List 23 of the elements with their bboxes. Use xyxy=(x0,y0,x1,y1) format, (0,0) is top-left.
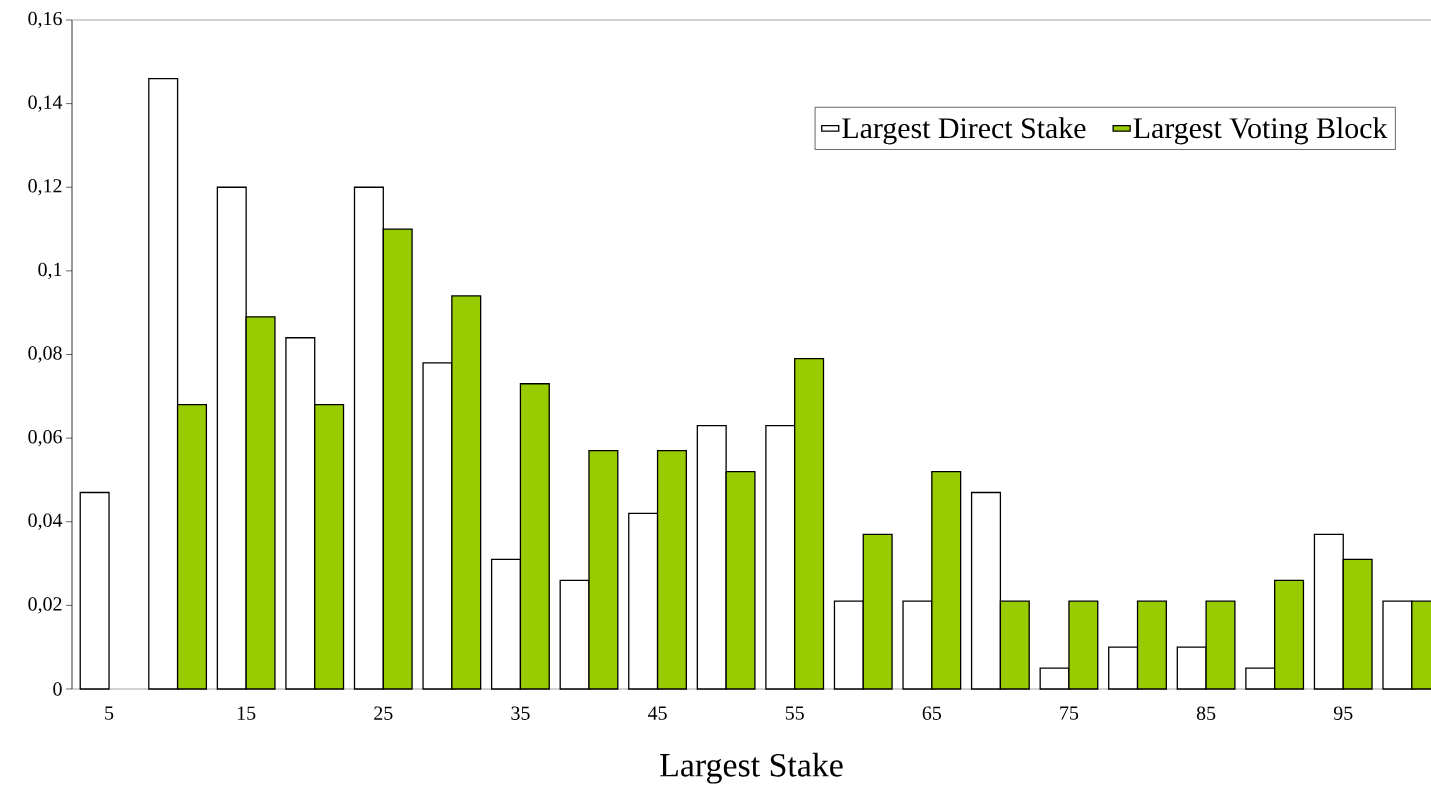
x-tick-label: 55 xyxy=(785,706,804,720)
y-tick-label: 0,16 xyxy=(28,11,62,29)
bar xyxy=(79,491,110,690)
x-tick-label: 65 xyxy=(922,706,942,720)
y-tick-label: 0,08 xyxy=(28,346,62,363)
y-tick-label: 0,04 xyxy=(28,513,63,530)
y-tick-label: 0 xyxy=(53,682,62,696)
legend-label: Largest Direct Stake xyxy=(842,117,1086,145)
x-tick-label: 35 xyxy=(511,706,530,720)
x-tick-label: 45 xyxy=(647,706,667,720)
x-tick-label: 5 xyxy=(105,706,114,720)
x-tick-label: 85 xyxy=(1196,706,1216,720)
x-tick-label: 75 xyxy=(1060,706,1079,720)
x-tick-label: 95 xyxy=(1333,706,1353,720)
y-tick-label: 0,14 xyxy=(28,95,63,112)
y-tick-label: 0,12 xyxy=(28,179,62,196)
y-tick-label: 0,06 xyxy=(28,429,62,447)
legend-label: Largest Voting Block xyxy=(1133,117,1388,145)
y-tick-label: 0,1 xyxy=(38,262,62,280)
x-axis-title: Largest Stake xyxy=(660,752,843,784)
y-tick-label: 0,02 xyxy=(28,597,62,614)
x-tick-label: 15 xyxy=(237,706,256,720)
x-tick-label: 25 xyxy=(374,706,393,720)
